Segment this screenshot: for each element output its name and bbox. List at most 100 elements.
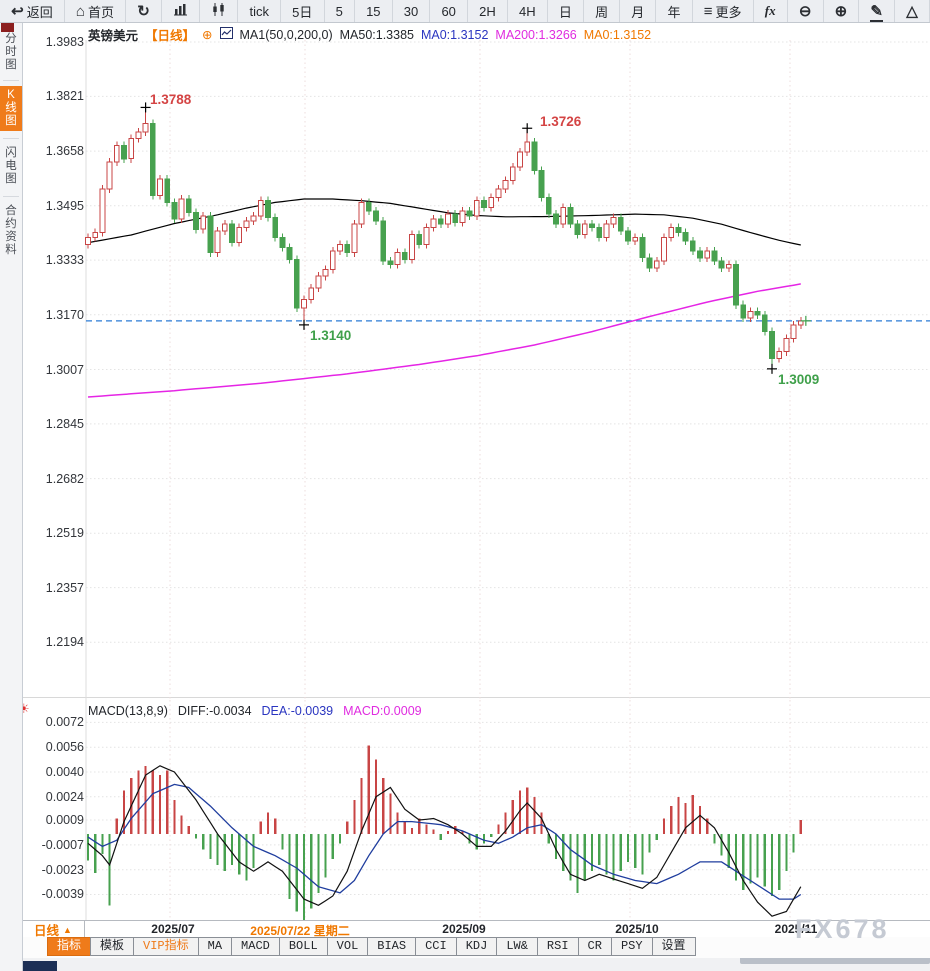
ma50-line bbox=[87, 198, 801, 246]
tf-month-button-label: 月 bbox=[631, 4, 645, 20]
back-button[interactable]: ↩ 返回 bbox=[0, 0, 65, 22]
tab-rsi[interactable]: RSI bbox=[536, 937, 579, 956]
sidebar-item-lightning[interactable]: 闪电图 bbox=[5, 147, 17, 185]
triangle-icon: △ bbox=[906, 2, 918, 20]
ma50-value: MA50:1.3385 bbox=[339, 27, 414, 42]
toolbar: ↩ 返回 ⌂ 首页 ↻ tick 5日 5 15 30 60 2H 4H 日周月 年 ≡ 更多 fx ⊖ ⊕ ✎ △ bbox=[0, 0, 930, 23]
macd-chart-canvas[interactable] bbox=[22, 700, 930, 920]
price-tick-label: 1.3007 bbox=[45, 362, 84, 377]
tab-cci[interactable]: CCI bbox=[415, 937, 457, 956]
macd-histogram[interactable] bbox=[86, 745, 802, 920]
macd-header: MACD(13,8,9) DIFF:-0.0034 DEA:-0.0039 MA… bbox=[88, 704, 422, 718]
tf-5m-button[interactable]: 5 bbox=[325, 0, 355, 22]
timeframe-selector[interactable]: 日线 ▲ bbox=[22, 921, 85, 938]
price-tick-label: 1.2194 bbox=[45, 635, 84, 650]
extreme-marker bbox=[767, 363, 777, 374]
price-tick-label: 1.3170 bbox=[45, 307, 84, 322]
tab-ma[interactable]: MA bbox=[197, 937, 233, 956]
price-tick-label: 1.2357 bbox=[45, 580, 84, 595]
line-chart-button[interactable] bbox=[162, 0, 201, 22]
tab-bias[interactable]: BIAS bbox=[367, 937, 417, 956]
tf-tick-button-label: tick bbox=[249, 3, 269, 19]
indicator-settings-icon[interactable]: ☀ bbox=[18, 701, 30, 716]
tf-60m-button[interactable]: 60 bbox=[430, 0, 469, 22]
sidebar-item-contract-info[interactable]: 合约资料 bbox=[5, 205, 17, 256]
zoom-out-button[interactable]: ⊖ bbox=[788, 0, 824, 22]
ma0-blue-value: MA0:1.3152 bbox=[420, 27, 489, 42]
sidebar-item-timeshare[interactable]: 分时图 bbox=[5, 33, 17, 71]
tf-30m-button[interactable]: 30 bbox=[393, 0, 431, 22]
draw-button[interactable]: ✎ bbox=[859, 0, 896, 22]
price-annotation: 1.3788 bbox=[150, 92, 192, 107]
time-axis: 日线 ▲ 2025/07 2025/07/22 星期二 2025/09 2025/10… bbox=[22, 920, 930, 939]
tab-vip-indicator[interactable]: VIP指标 bbox=[133, 937, 199, 956]
dea-line bbox=[87, 783, 802, 900]
formula-button[interactable]: fx bbox=[754, 0, 788, 22]
price-chart-canvas[interactable]: 1.3788 1.3726 1.3140 1.3009 bbox=[22, 40, 930, 700]
tf-month-button[interactable]: 月 bbox=[620, 0, 657, 22]
tf-year-button-label: 年 bbox=[667, 4, 681, 20]
menu-icon: ≡ bbox=[703, 2, 713, 20]
sidebar-divider bbox=[3, 196, 19, 197]
price-gridlines bbox=[85, 40, 930, 700]
tf-tick-button[interactable]: tick bbox=[238, 0, 282, 22]
tab-lw[interactable]: LW& bbox=[496, 937, 538, 956]
tab-boll[interactable]: BOLL bbox=[278, 937, 328, 956]
candles[interactable] bbox=[85, 107, 804, 369]
tf-60m-button-label: 60 bbox=[441, 3, 456, 19]
tf-2h-button[interactable]: 2H bbox=[468, 0, 508, 22]
more-button[interactable]: ≡ 更多 bbox=[693, 0, 754, 22]
month-label: 2025/09 bbox=[442, 922, 486, 936]
price-tick-label: 1.3658 bbox=[45, 144, 84, 159]
tf-week-button[interactable]: 周 bbox=[584, 0, 621, 22]
zoom-out-icon: ⊖ bbox=[798, 2, 812, 20]
shape-button[interactable]: △ bbox=[895, 0, 930, 22]
price-tick-label: 1.3821 bbox=[45, 89, 84, 104]
extreme-marker bbox=[522, 123, 533, 134]
tab-vol[interactable]: VOL bbox=[326, 937, 369, 956]
tab-psy[interactable]: PSY bbox=[610, 937, 653, 956]
candle-chart-button[interactable] bbox=[200, 0, 239, 22]
price-annotation: 1.3726 bbox=[540, 114, 582, 129]
home-button[interactable]: ⌂ 首页 bbox=[65, 0, 127, 22]
macd-tick-label: 0.0056 bbox=[45, 740, 84, 755]
tab-macd[interactable]: MACD bbox=[231, 937, 280, 956]
month-label: 2025/10 bbox=[615, 922, 659, 936]
pane-divider[interactable] bbox=[22, 697, 930, 698]
tab-template[interactable]: 模板 bbox=[90, 937, 135, 956]
tf-4h-button[interactable]: 4H bbox=[508, 0, 548, 22]
macd-dea-value: DEA:-0.0039 bbox=[261, 704, 334, 718]
tf-day-button[interactable]: 日 bbox=[548, 0, 584, 22]
indicator-tab-bar: 指标 模板 VIP指标 MA MACD BOLL VOL BIAS CCI KDJ LW& RSI CR… bbox=[22, 937, 930, 958]
tf-5d-button[interactable]: 5日 bbox=[281, 0, 325, 22]
tf-4h-button-label: 4H bbox=[518, 3, 536, 19]
tf-15m-button[interactable]: 15 bbox=[355, 0, 393, 22]
tab-cr[interactable]: CR bbox=[577, 937, 612, 956]
tab-indicator[interactable]: 指标 bbox=[47, 937, 92, 956]
tf-5d-button-label: 5日 bbox=[292, 4, 313, 20]
zoom-in-button[interactable]: ⊕ bbox=[824, 0, 860, 22]
home-button-label: 首页 bbox=[87, 4, 114, 20]
macd-tick-label: -0.0039 bbox=[41, 887, 84, 902]
month-label: 2025/07 bbox=[151, 922, 195, 936]
tf-2h-button-label: 2H bbox=[479, 3, 496, 19]
tf-30m-button-label: 30 bbox=[403, 3, 419, 19]
tab-kdj[interactable]: KDJ bbox=[455, 937, 498, 956]
macd-axis: 0.0072 0.0056 0.0040 0.0024 0.0009 -0.0007 -0.… bbox=[28, 0, 84, 920]
macd-tick-label: 0.0024 bbox=[45, 789, 84, 804]
price-tick-label: 1.2845 bbox=[45, 416, 84, 431]
sidebar-divider bbox=[3, 138, 19, 139]
tab-settings[interactable]: 设置 bbox=[651, 937, 696, 956]
tf-year-button[interactable]: 年 bbox=[656, 0, 693, 22]
extreme-marker bbox=[800, 315, 811, 326]
refresh-button[interactable]: ↻ bbox=[126, 0, 162, 22]
price-annotation: 1.3140 bbox=[310, 328, 351, 343]
price-tick-label: 1.3983 bbox=[45, 35, 84, 49]
price-tick-label: 1.3495 bbox=[45, 198, 84, 213]
watermark-logo: FX678 bbox=[795, 914, 890, 944]
zoom-in-icon: ⊕ bbox=[834, 2, 848, 20]
add-indicator-icon[interactable]: ⊕ bbox=[202, 28, 213, 42]
